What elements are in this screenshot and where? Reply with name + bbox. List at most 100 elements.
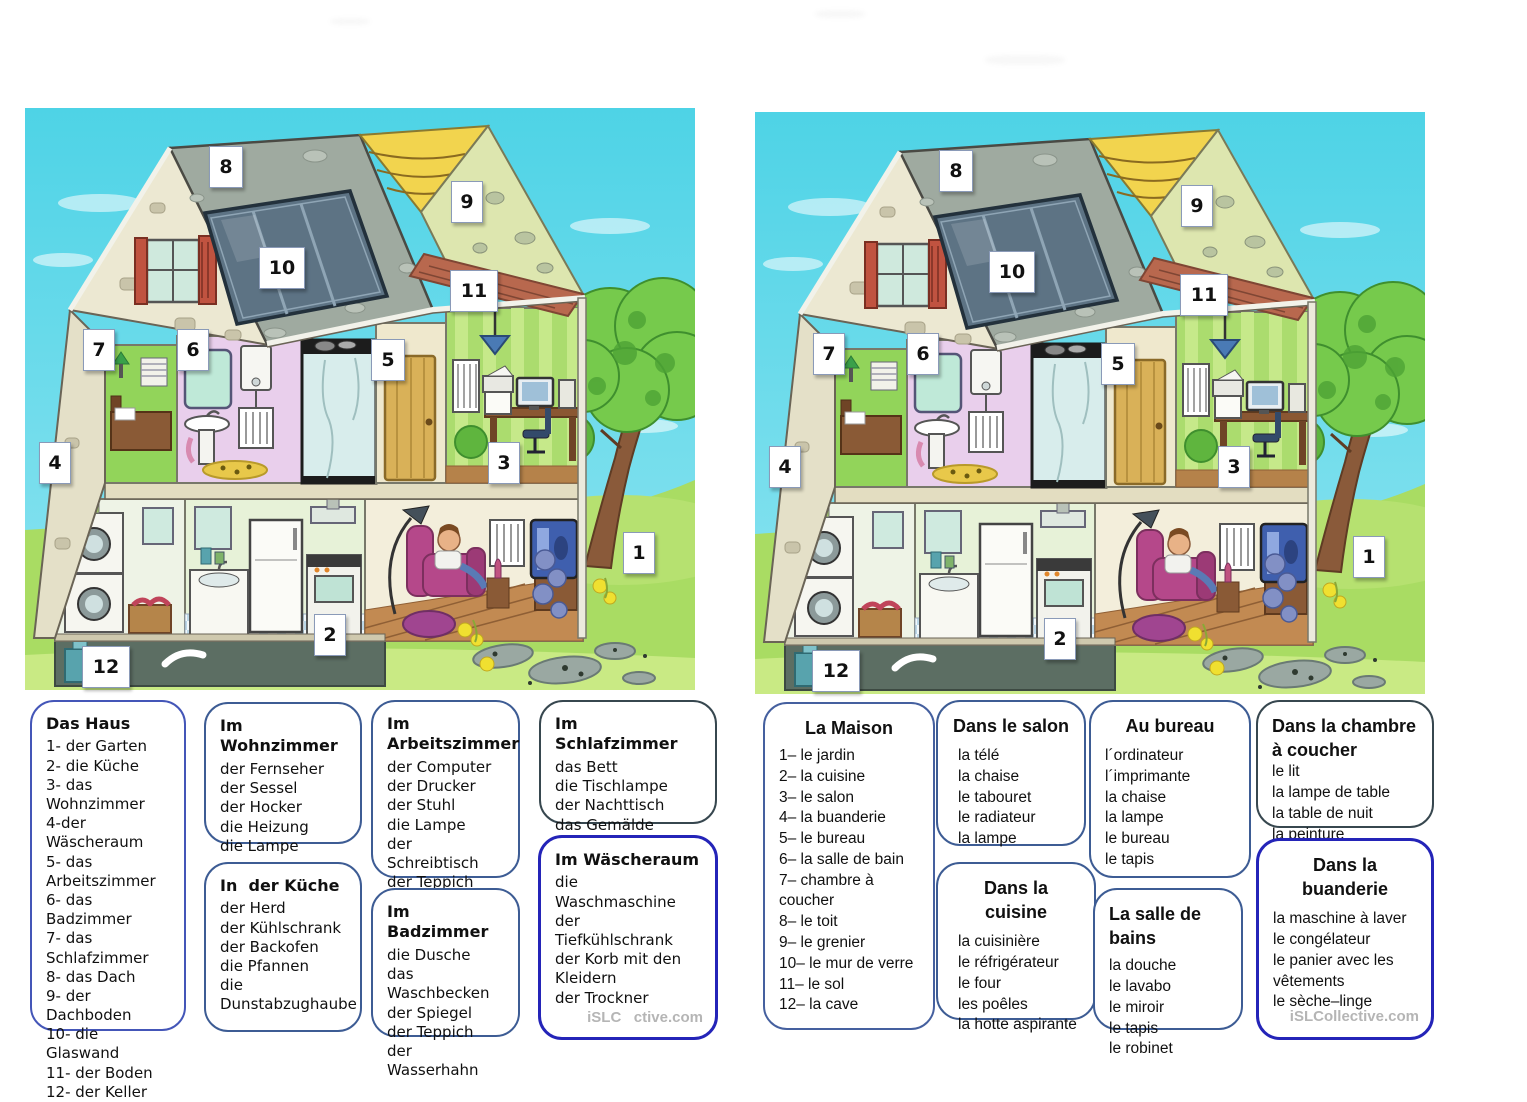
vocab-item: l´ordinateur bbox=[1105, 747, 1184, 765]
vocab-item: der Drucker bbox=[387, 777, 476, 796]
room-number-label: 3 bbox=[1218, 446, 1250, 488]
room-number-label: 6 bbox=[907, 333, 939, 375]
vocab-list: l´ordinateur l´imprimante la chaise la lamp… bbox=[1105, 746, 1235, 871]
vocab-item: 4– la buanderie bbox=[779, 809, 886, 827]
scan-smudge bbox=[330, 18, 370, 25]
vocab-item: 4-der Wäscheraum bbox=[46, 814, 144, 852]
vocab-box-das-haus: Das Haus 1- der Garten 2- die Küche 3- das… bbox=[30, 700, 186, 1101]
room-number-label: 5 bbox=[1101, 343, 1135, 385]
vocab-item: 5- das Arbeitszimmer bbox=[46, 852, 156, 890]
vocab-item: die Heizung bbox=[220, 817, 309, 836]
vocab-item: 12– la cave bbox=[779, 996, 859, 1014]
vocab-item: die Lampe bbox=[220, 836, 299, 855]
vocab-item: 7– chambre à coucher bbox=[779, 871, 874, 910]
room-number-label: 5 bbox=[371, 339, 405, 381]
vocab-item: la chaise bbox=[1105, 788, 1167, 806]
vocab-list: 1- der Garten 2- die Küche 3- das Wohnzimm… bbox=[46, 737, 170, 1102]
vocab-item: der Teppich bbox=[387, 873, 474, 892]
vocab-box-title: In der Küche bbox=[220, 876, 340, 895]
vocab-item: 7- das Schlafzimmer bbox=[46, 929, 149, 967]
vocab-box-title: La salle de bains bbox=[1109, 904, 1202, 949]
vocab-item: le robinet bbox=[1109, 1040, 1173, 1058]
vocab-item: der Tiefkühlschrank bbox=[555, 911, 673, 950]
vocab-box-cuisine: Dans la cuisine la cuisinière le réfrigér… bbox=[936, 862, 1096, 1033]
vocab-item: la lampe bbox=[1105, 809, 1164, 827]
vocab-list: la douche le lavabo le miroir le tapis le ro… bbox=[1109, 956, 1227, 1060]
room-number-label: 10 bbox=[989, 251, 1035, 293]
vocab-item: le réfrigérateur bbox=[958, 953, 1059, 971]
vocab-box-bureau: Au bureau l´ordinateur l´imprimante la cha… bbox=[1089, 700, 1251, 878]
vocab-item: le tapis bbox=[1105, 850, 1155, 868]
vocab-item: der Herd bbox=[220, 899, 286, 918]
vocab-item: la table de nuit bbox=[1272, 804, 1373, 822]
vocab-item: le bureau bbox=[1105, 830, 1170, 848]
islcollective-watermark: iSLCollective.com bbox=[1289, 1007, 1419, 1025]
vocab-item: die Dusche bbox=[387, 945, 471, 964]
room-number-label: 9 bbox=[451, 181, 483, 223]
room-number-labels: 8 9 10 11 7 6 5 4 3 1 2 12 bbox=[755, 112, 1425, 694]
vocab-item: 11– le sol bbox=[779, 975, 845, 993]
vocab-item: 11- der Boden bbox=[46, 1063, 153, 1082]
vocab-item: 10– le mur de verre bbox=[779, 954, 914, 972]
vocab-item: der Fernseher bbox=[220, 759, 325, 778]
vocab-item: 6- das Badzimmer bbox=[46, 890, 132, 929]
vocab-box-title: Im Arbeitszimmer bbox=[387, 714, 520, 754]
room-number-label: 11 bbox=[1180, 274, 1228, 316]
vocab-box-wohnzimmer: Im Wohnzimmer der Fernseher der Sessel der… bbox=[204, 702, 362, 855]
vocab-item: der Korb mit den Kleidern bbox=[555, 950, 682, 988]
room-number-label: 8 bbox=[209, 146, 243, 188]
vocab-box-title: Das Haus bbox=[46, 714, 131, 733]
vocab-item: der Computer bbox=[387, 757, 492, 776]
vocab-list: la maschine à laver le congélateur le pani… bbox=[1273, 909, 1417, 1013]
vocab-box-badzimmer: Im Badzimmer die Dusche das Waschbecken de… bbox=[371, 888, 520, 1079]
room-number-label: 8 bbox=[939, 150, 973, 192]
vocab-item: 8– le toit bbox=[779, 913, 838, 931]
vocab-item: das Gemälde bbox=[555, 815, 654, 834]
vocab-item: die Tischlampe bbox=[555, 777, 668, 796]
vocab-item: das Bett bbox=[555, 757, 618, 776]
vocab-box-title: Dans le salon bbox=[952, 716, 1070, 736]
vocab-list: la télé la chaise le tabouret le radiateur l… bbox=[952, 746, 1070, 850]
vocab-item: der Hocker bbox=[220, 798, 302, 817]
room-number-label: 3 bbox=[488, 442, 520, 484]
vocab-box-title: Dans la buanderie bbox=[1301, 855, 1389, 900]
vocab-box-kueche: In der Küche der Herd der Kühlschrank der … bbox=[204, 862, 362, 1032]
room-number-label: 6 bbox=[177, 329, 209, 371]
vocab-item: les poêles bbox=[958, 995, 1028, 1013]
room-number-label: 2 bbox=[314, 614, 346, 656]
vocab-item: 1- der Garten bbox=[46, 737, 148, 756]
vocab-item: le congélateur bbox=[1273, 930, 1371, 948]
vocab-item: le panier avec les vêtements bbox=[1273, 951, 1394, 990]
vocab-item: die Pfannen bbox=[220, 957, 309, 976]
vocab-box-schlafzimmer: Im Schlafzimmer das Bett die Tischlampe de… bbox=[539, 700, 717, 834]
scan-smudge bbox=[815, 10, 865, 18]
vocab-item: der Teppich bbox=[387, 1022, 474, 1041]
vocab-box-title: Dans la cuisine bbox=[983, 878, 1049, 923]
vocab-box-title: La Maison bbox=[804, 718, 893, 738]
room-number-label: 2 bbox=[1044, 618, 1076, 660]
vocab-item: 2- die Küche bbox=[46, 756, 139, 775]
vocab-item: 5– le bureau bbox=[779, 830, 866, 848]
vocab-list: la cuisinière le réfrigérateur le four les … bbox=[952, 932, 1080, 1036]
room-number-label: 1 bbox=[1353, 536, 1385, 578]
house-illustration-german: 8 9 10 11 7 6 5 4 3 1 2 12 bbox=[25, 108, 695, 690]
vocab-box-buanderie: Dans la buanderie la maschine à laver le … bbox=[1256, 838, 1434, 1040]
vocab-item: la chaise bbox=[958, 767, 1020, 785]
vocab-box-title: Im Wohnzimmer bbox=[220, 716, 338, 756]
vocab-item: le lavabo bbox=[1109, 977, 1172, 995]
room-number-label: 7 bbox=[813, 333, 845, 375]
vocab-item: 3– le salon bbox=[779, 788, 854, 806]
room-number-label: 12 bbox=[812, 650, 860, 692]
room-number-label: 10 bbox=[259, 247, 305, 289]
vocab-list: le lit la lampe de table la table de nuit l… bbox=[1272, 762, 1418, 845]
vocab-item: le lit bbox=[1272, 763, 1300, 781]
vocab-box-maison: La Maison 1– le jardin 2– la cuisine 3– le… bbox=[763, 702, 935, 1030]
vocab-item: le miroir bbox=[1109, 998, 1165, 1016]
house-illustration-french: 8 9 10 11 7 6 5 4 3 1 2 12 bbox=[755, 112, 1425, 694]
room-number-label: 4 bbox=[39, 442, 71, 484]
vocab-item: la cuisinière bbox=[958, 933, 1040, 951]
vocab-item: 12- der Keller bbox=[46, 1082, 148, 1101]
vocab-item: der Stuhl bbox=[387, 796, 456, 815]
room-number-label: 11 bbox=[450, 270, 498, 312]
